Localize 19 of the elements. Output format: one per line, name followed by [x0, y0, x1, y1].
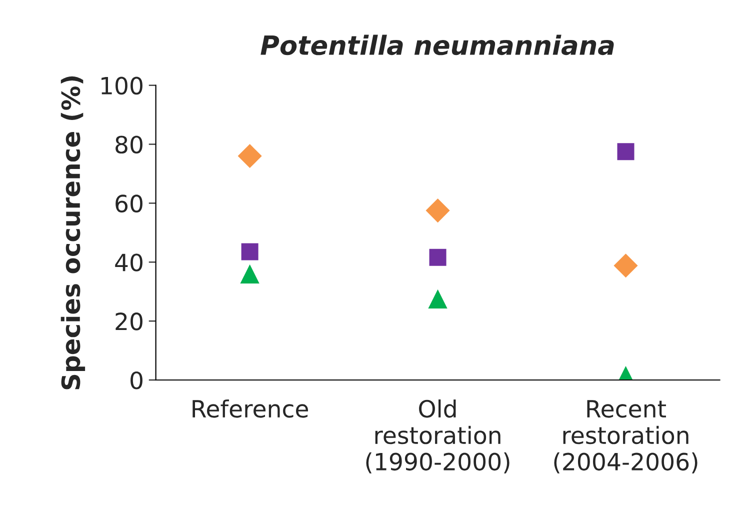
x-tick-label: Recent restoration (2004-2006)	[554, 400, 698, 474]
point	[426, 198, 450, 223]
y-tick-label: 100	[102, 76, 142, 95]
y-tick-label: 40	[115, 254, 142, 272]
x-tick-label: Reference	[192, 399, 308, 418]
point	[614, 254, 638, 278]
chart-title: Potentilla neumanniana	[260, 34, 614, 56]
point	[617, 143, 634, 160]
point	[428, 289, 448, 309]
point	[241, 243, 258, 260]
point	[429, 248, 446, 266]
point	[240, 264, 260, 284]
y-tick-label: 60	[116, 194, 142, 212]
y-axis-title: Species occurence (%)	[60, 76, 86, 390]
point	[238, 144, 262, 168]
x-tick-label: Old restoration (1990-2000)	[366, 399, 510, 474]
y-tick-label: 20	[116, 312, 142, 330]
y-tick-label: 0	[130, 371, 142, 390]
y-tick-label: 80	[116, 136, 142, 154]
